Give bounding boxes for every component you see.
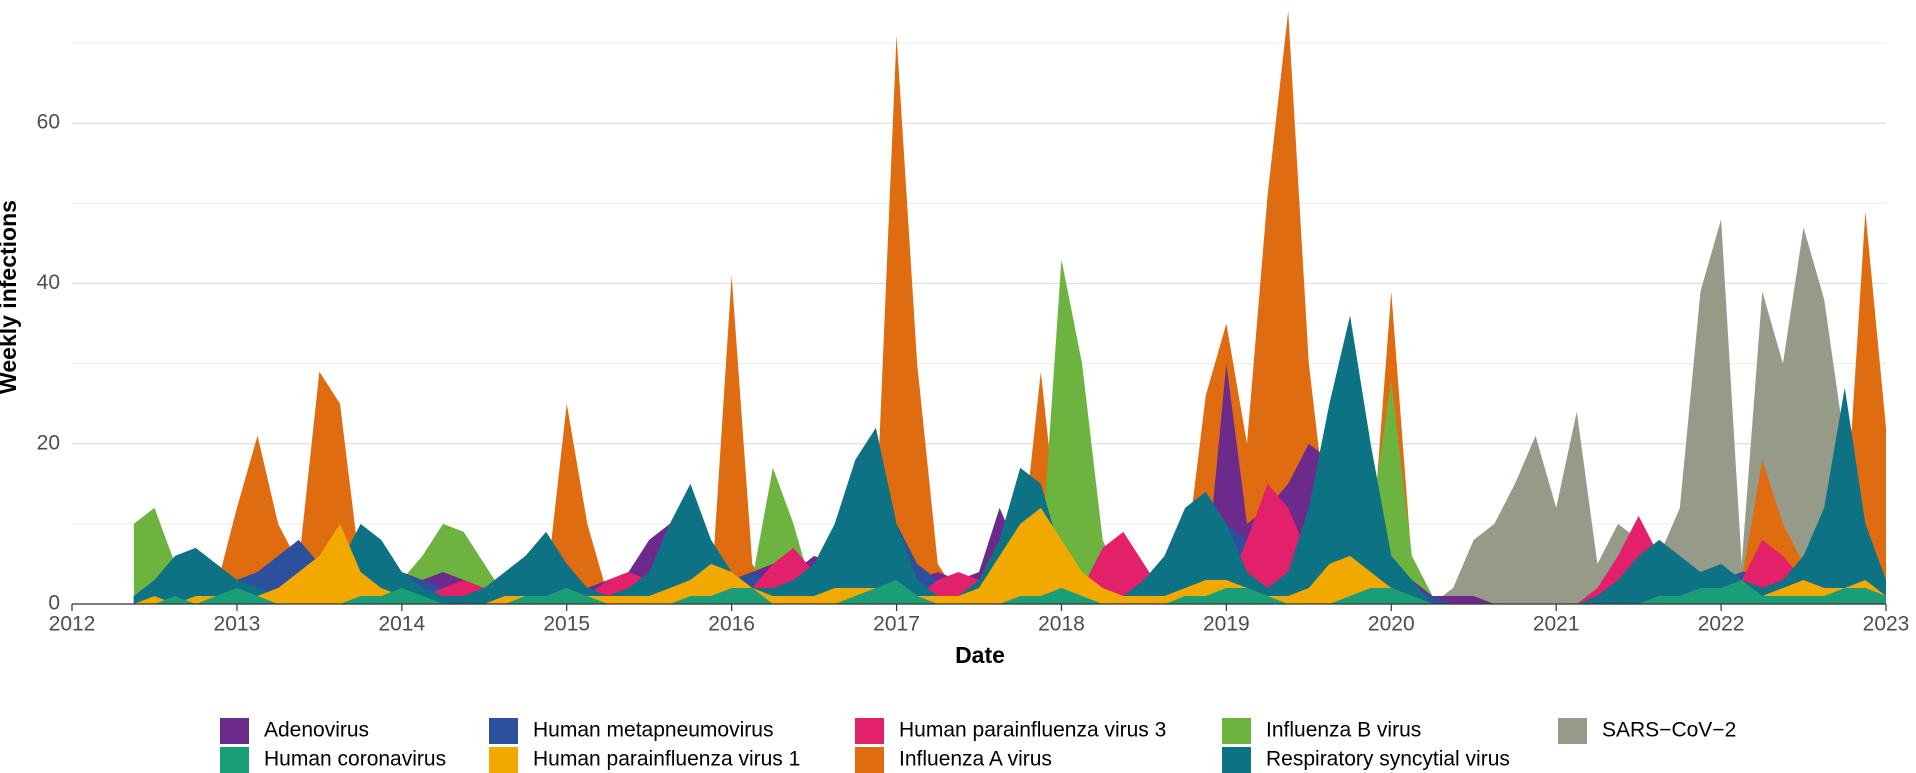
legend-label: Influenza B virus (1266, 719, 1421, 742)
x-tick-label: 2016 (708, 613, 755, 636)
areas (133, 11, 1887, 604)
x-tick-label: 2012 (49, 613, 96, 636)
legend-label: Adenovirus (264, 719, 369, 742)
x-tick-label: 2017 (873, 613, 920, 636)
area (133, 579, 1887, 604)
x-tick-label: 2019 (1203, 613, 1250, 636)
legend-label: Human parainfluenza virus 3 (899, 719, 1166, 742)
legend-swatch (855, 747, 884, 773)
legend-label: Respiratory syncytial virus (1266, 748, 1510, 771)
y-tick-label: 0 (48, 592, 60, 615)
x-tick-label: 2022 (1698, 613, 1745, 636)
area (133, 219, 1887, 604)
y-tick-label: 20 (37, 431, 60, 454)
legend-swatch (489, 718, 518, 744)
legend-swatch (220, 747, 249, 773)
x-tick-label: 2021 (1533, 613, 1580, 636)
x-tick-label: 2023 (1863, 613, 1910, 636)
area (133, 507, 1887, 604)
legend-swatch (220, 718, 249, 744)
legend-swatch (1558, 718, 1587, 744)
x-axis-title: Date (955, 642, 1005, 668)
y-tick-label: 60 (37, 111, 60, 134)
legend: Adenovirus Human coronavirus Human metapne… (220, 718, 1736, 773)
x-tick-label: 2013 (214, 613, 261, 636)
area (133, 11, 1887, 604)
y-axis-title: Weekly infections (0, 200, 21, 394)
legend-label: Human parainfluenza virus 1 (533, 748, 800, 771)
y-tick-label: 40 (37, 271, 60, 294)
legend-swatch (1222, 718, 1251, 744)
x-tick-label: 2014 (378, 613, 425, 636)
legend-label: Human metapneumovirus (533, 719, 773, 742)
legend-swatch (855, 718, 884, 744)
axes: 0 20 40 60 2012 2013 2014 2015 2016 2017 2018 2019 2… (37, 111, 1910, 636)
legend-label: Influenza A virus (899, 748, 1052, 771)
legend-label: SARS−CoV−2 (1602, 719, 1736, 742)
x-tick-label: 2018 (1038, 613, 1085, 636)
x-tick-label: 2020 (1368, 613, 1415, 636)
x-tick-label: 2015 (543, 613, 590, 636)
legend-label: Human coronavirus (264, 748, 446, 771)
legend-swatch (1222, 747, 1251, 773)
legend-swatch (489, 747, 518, 773)
